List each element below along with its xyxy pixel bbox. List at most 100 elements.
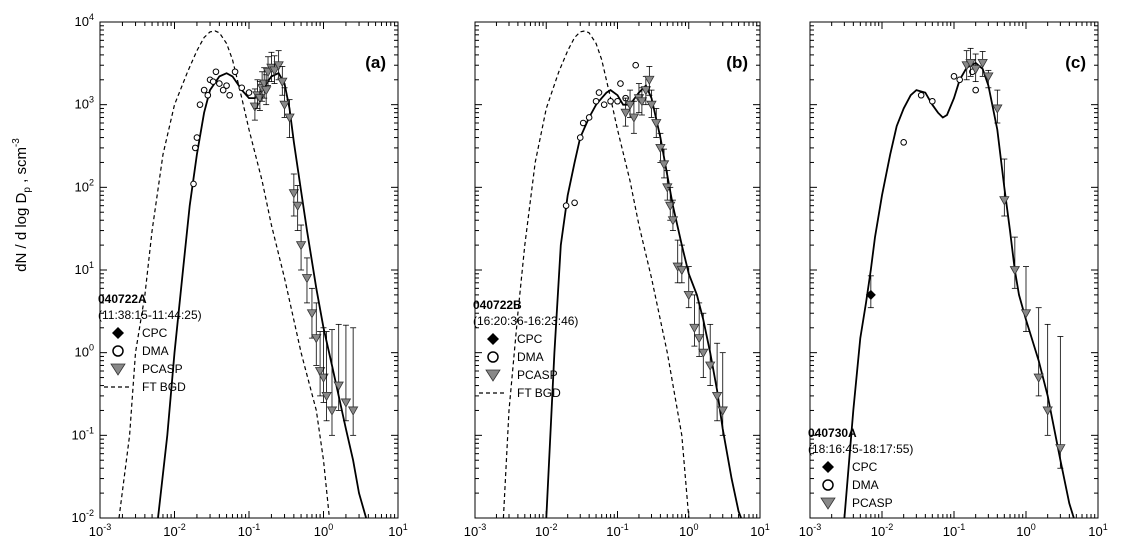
tick-exp: -1: [957, 522, 965, 532]
x-tick-label: 10-2: [163, 522, 185, 539]
legend-dma-marker: [822, 479, 834, 491]
dma-point: [238, 84, 246, 92]
pcasp-point: [992, 104, 1003, 114]
pcasp-point: [698, 348, 709, 358]
legend-entry: PCASP: [852, 496, 893, 510]
x-tick-label: 101: [750, 522, 769, 539]
x-tick-label: 100: [679, 522, 698, 539]
legend-entry: DMA: [142, 344, 169, 358]
pcasp-point: [970, 65, 981, 75]
tick-base: 10: [1088, 524, 1102, 539]
tick-base: 10: [606, 524, 620, 539]
pcasp-point: [689, 323, 700, 334]
dma-point: [209, 78, 217, 85]
dma-point: [223, 82, 230, 89]
tick-base: 10: [75, 97, 89, 112]
dma-point: [216, 80, 223, 87]
legend-pcasp-marker: [820, 497, 836, 510]
tick-exp: -2: [549, 522, 557, 532]
tick-base: 10: [238, 524, 252, 539]
pcasp-point: [321, 391, 332, 402]
chart-panel-3: 10-310-210-1100101particle diameter Dp ,…: [799, 21, 1108, 547]
pcasp-point: [295, 241, 307, 251]
x-tick-label: 101: [388, 522, 407, 539]
pcasp-point: [301, 274, 313, 284]
tick-base: 10: [75, 345, 89, 360]
x-tick-label: 10-3: [89, 522, 111, 539]
dma-point: [231, 68, 239, 76]
dma-point: [614, 97, 621, 105]
pcasp-point: [640, 86, 652, 96]
legend-cpc-marker: [112, 327, 124, 339]
tick-exp: 0: [1031, 522, 1036, 532]
tick-exp: 4: [89, 12, 94, 22]
dma-point: [585, 114, 593, 121]
ft-bgd-curve: [118, 30, 330, 518]
tick-exp: 1: [1103, 522, 1108, 532]
dma-point: [600, 101, 608, 108]
tick-exp: -1: [252, 522, 260, 532]
legend-dma-marker: [112, 345, 124, 357]
pcasp-point: [624, 100, 636, 110]
pcasp-point: [326, 406, 338, 416]
pcasp-point: [667, 216, 679, 226]
dma-point: [576, 134, 584, 141]
fit-curve: [843, 61, 1075, 518]
tick-exp: -2: [86, 508, 94, 518]
tick-base: 10: [388, 524, 402, 539]
pcasp-point: [314, 367, 326, 377]
pcasp-point: [1009, 266, 1021, 276]
tick-base: 10: [75, 179, 89, 194]
dma-point: [219, 86, 227, 94]
legend-entry: CPC: [517, 332, 543, 346]
pcasp-point: [965, 59, 976, 69]
dma-point: [617, 80, 624, 87]
time-range: (18:16:45-18:17:55): [808, 442, 913, 456]
flight-id: 040730A: [808, 426, 857, 440]
fit-curve: [545, 84, 743, 518]
tick-base: 10: [943, 524, 957, 539]
tick-base: 10: [535, 524, 549, 539]
tick-base: 10: [871, 524, 885, 539]
tick-base: 10: [750, 524, 764, 539]
tick-base: 10: [1016, 524, 1030, 539]
tick-exp: -3: [813, 522, 821, 532]
x-tick-label: 10-1: [606, 522, 628, 539]
tick-exp: -3: [103, 522, 111, 532]
x-tick-label: 10-1: [238, 522, 260, 539]
tick-exp: -1: [621, 522, 629, 532]
legend-cpc-marker: [822, 461, 834, 473]
legend-entry: CPC: [142, 326, 168, 340]
dma-point: [592, 97, 600, 105]
x-tick-label: 100: [1016, 522, 1035, 539]
chart-panels: 10-3 10-2 10-1 100 10110-210-110010110210310…: [72, 12, 1108, 547]
chart-panel-1: 10-3 10-2 10-1 100 10110-210-110010110210310…: [72, 12, 408, 547]
x-tick-label: 100: [314, 522, 333, 539]
dma-point: [900, 139, 907, 146]
panel-label: (a): [365, 53, 386, 72]
pcasp-point: [983, 72, 994, 82]
pcasp-point: [277, 77, 288, 87]
legend-entry: FT BGD: [142, 380, 186, 394]
legend-entry: DMA: [517, 350, 544, 364]
legend-pcasp-marker: [485, 369, 501, 382]
time-range: (16:20:36-16:23:46): [473, 314, 578, 328]
tick-exp: 3: [89, 95, 94, 105]
pcasp-point: [620, 108, 631, 118]
dma-point: [917, 91, 925, 99]
dma-point: [200, 86, 208, 94]
tick-base: 10: [799, 524, 813, 539]
pcasp-point: [662, 183, 673, 193]
tick-base: 10: [163, 524, 177, 539]
pcasp-point: [269, 66, 280, 76]
pcasp-point: [999, 196, 1010, 206]
tick-exp: 1: [89, 260, 94, 270]
legend-entry: PCASP: [142, 362, 183, 376]
pcasp-point: [292, 201, 303, 211]
y-tick-label: 103: [75, 95, 94, 112]
y-tick-label: 101: [75, 260, 94, 277]
flight-id: 040722B: [473, 298, 522, 312]
tick-exp: 0: [328, 522, 333, 532]
pcasp-point: [655, 143, 666, 154]
legend-pcasp-marker: [110, 363, 126, 376]
